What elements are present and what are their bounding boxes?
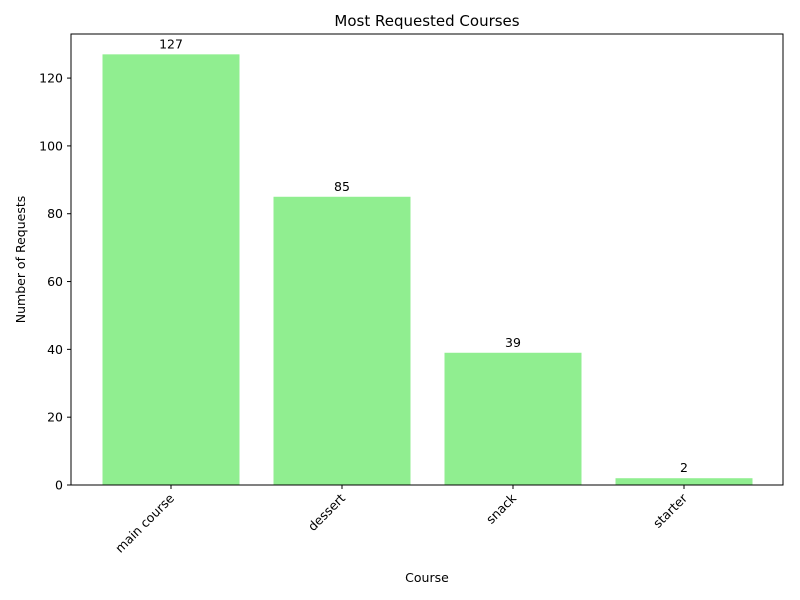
data-label: 39: [505, 335, 521, 350]
x-tick-label: snack: [483, 490, 520, 527]
y-tick-label: 60: [47, 274, 63, 289]
plot-frame: [70, 33, 784, 486]
y-tick-label: 0: [55, 478, 63, 493]
x-tick-label: dessert: [305, 490, 348, 533]
y-tick-label: 120: [39, 71, 63, 86]
y-tick-label: 20: [47, 410, 63, 425]
data-label: 2: [680, 460, 688, 475]
bar-starter: [615, 478, 753, 485]
bar-main-course: [102, 54, 240, 486]
x-axis-label: Course: [405, 570, 449, 585]
data-label: 127: [159, 36, 183, 51]
x-tick-label: main course: [112, 490, 177, 555]
data-labels-group: 127 85 39 2: [159, 36, 688, 475]
bars-group: [102, 54, 753, 486]
x-tick-label: starter: [650, 490, 691, 531]
bar-dessert: [273, 196, 411, 486]
data-label: 85: [334, 179, 350, 194]
y-tick-label: 100: [39, 138, 63, 153]
chart-title: Most Requested Courses: [334, 12, 519, 30]
y-tick-label: 80: [47, 206, 63, 221]
y-axis-ticks: 0 20 40 60 80 100 120: [39, 71, 71, 493]
bar-snack: [444, 352, 582, 485]
y-axis-label: Number of Requests: [13, 196, 28, 324]
x-axis-ticks: main course dessert snack starter: [112, 485, 691, 556]
y-tick-label: 40: [47, 342, 63, 357]
